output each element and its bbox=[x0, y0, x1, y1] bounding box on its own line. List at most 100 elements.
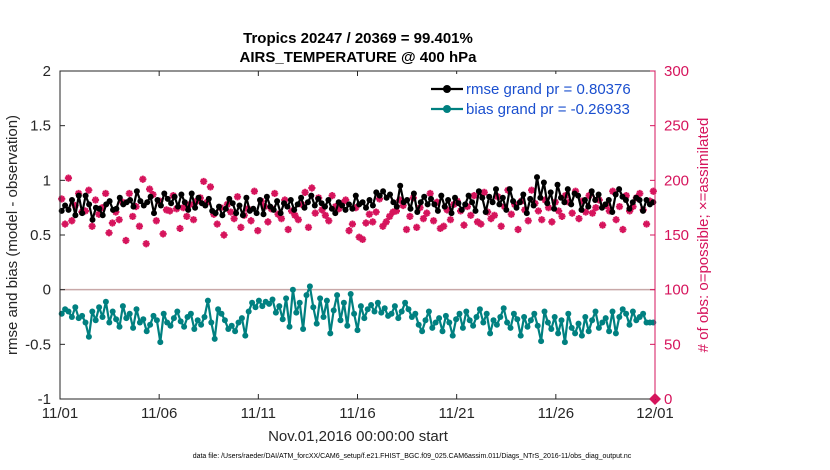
bias-point bbox=[310, 304, 317, 311]
bias-point bbox=[286, 323, 293, 330]
rmse-point bbox=[69, 197, 75, 203]
rmse-point bbox=[359, 199, 366, 206]
bias-point bbox=[266, 300, 273, 307]
rmse-point bbox=[503, 206, 510, 213]
y-right-tick-label: 50 bbox=[664, 336, 681, 353]
obs-count-marker bbox=[612, 216, 620, 224]
bias-point bbox=[269, 296, 276, 303]
rmse-point bbox=[609, 209, 616, 215]
rmse-point bbox=[380, 188, 387, 195]
obs-count-marker bbox=[642, 220, 651, 228]
rmse-point bbox=[216, 203, 222, 210]
obs-count-marker bbox=[183, 212, 191, 221]
rmse-point bbox=[127, 197, 134, 203]
bias-point bbox=[228, 322, 235, 329]
bias-point bbox=[368, 302, 375, 308]
obs-count-marker bbox=[291, 211, 299, 219]
bias-point bbox=[395, 315, 402, 322]
obs-count-marker bbox=[61, 220, 69, 228]
y-axis-left: -1 -0.5 0 0.5 1 1.5 2 bbox=[25, 63, 65, 408]
obs-count-marker bbox=[555, 207, 563, 215]
bias-point bbox=[160, 310, 167, 317]
y-tick-label: -0.5 bbox=[25, 336, 51, 353]
rmse-point bbox=[113, 205, 120, 212]
bias-point bbox=[92, 317, 99, 324]
obs-count-marker bbox=[460, 221, 468, 229]
bias-point bbox=[521, 314, 528, 320]
obs-count-marker bbox=[244, 205, 252, 213]
bias-point bbox=[442, 312, 449, 319]
rmse-point bbox=[407, 205, 414, 212]
bias-point bbox=[276, 303, 283, 310]
bias-point bbox=[181, 323, 188, 330]
rmse-point bbox=[89, 216, 96, 223]
legend-bias-marker bbox=[443, 105, 451, 113]
y-tick-label: 1 bbox=[43, 172, 51, 189]
rmse-point bbox=[424, 201, 431, 208]
rmse-point bbox=[274, 198, 281, 205]
rmse-point bbox=[65, 206, 72, 213]
bias-point bbox=[72, 304, 79, 311]
rmse-point bbox=[581, 197, 588, 203]
rmse-point bbox=[185, 206, 192, 213]
obs-count-marker bbox=[142, 240, 150, 248]
bias-point bbox=[425, 308, 432, 315]
obs-count-marker bbox=[301, 188, 309, 196]
bias-point bbox=[402, 299, 409, 306]
rmse-point bbox=[137, 198, 144, 205]
obs-count-marker bbox=[470, 192, 478, 200]
obs-count-marker bbox=[331, 202, 340, 211]
obs-count-marker bbox=[429, 217, 438, 225]
obs-count-marker bbox=[433, 198, 441, 206]
rmse-point bbox=[79, 210, 86, 217]
rmse-point bbox=[260, 211, 267, 218]
bias-point bbox=[612, 330, 619, 337]
rmse-point bbox=[455, 200, 462, 207]
bias-point bbox=[327, 330, 334, 337]
rmse-point bbox=[445, 197, 452, 203]
rmse-point bbox=[506, 186, 513, 193]
rmse-point bbox=[130, 203, 137, 210]
obs-count-marker bbox=[88, 222, 96, 230]
bias-point bbox=[419, 328, 426, 335]
rmse-point bbox=[236, 202, 243, 209]
obs-count-marker bbox=[379, 222, 387, 230]
rmse-point bbox=[428, 195, 434, 202]
obs-count-marker bbox=[321, 211, 329, 219]
rmse-point bbox=[558, 194, 564, 201]
rmse-point bbox=[171, 193, 178, 200]
bias-point bbox=[330, 307, 337, 314]
obs-count-marker bbox=[352, 204, 360, 212]
obs-count-marker bbox=[565, 198, 573, 206]
obs-count-marker bbox=[382, 218, 390, 226]
rmse-point bbox=[438, 192, 445, 199]
chart-title: Tropics 20247 / 20369 = 99.401% bbox=[243, 30, 473, 47]
bias-point bbox=[317, 295, 324, 302]
obs-count-marker bbox=[548, 218, 556, 226]
rmse-point bbox=[441, 203, 448, 210]
obs-count-marker bbox=[402, 225, 411, 234]
rmse-point bbox=[168, 200, 175, 207]
bias-point bbox=[242, 332, 249, 339]
bias-point bbox=[68, 314, 75, 320]
rmse-point bbox=[82, 192, 89, 199]
obs-count-marker bbox=[585, 192, 593, 200]
bias-point bbox=[381, 305, 388, 312]
obs-count-marker bbox=[487, 215, 495, 223]
bias-point bbox=[221, 317, 228, 324]
bias-point bbox=[334, 292, 341, 299]
rmse-point bbox=[410, 190, 417, 197]
bias-point bbox=[130, 324, 137, 331]
x-tick-label: 11/11 bbox=[241, 405, 276, 422]
bias-point bbox=[303, 292, 310, 299]
bias-point bbox=[113, 316, 120, 323]
rmse-point bbox=[376, 192, 383, 199]
rmse-point bbox=[554, 181, 561, 188]
bias-point bbox=[544, 319, 551, 326]
legend-rmse-marker bbox=[443, 85, 451, 93]
bias-point bbox=[357, 303, 364, 310]
bias-point bbox=[585, 328, 592, 335]
bias-point bbox=[126, 310, 133, 317]
rmse-point bbox=[592, 197, 599, 203]
bias-point bbox=[245, 308, 252, 315]
